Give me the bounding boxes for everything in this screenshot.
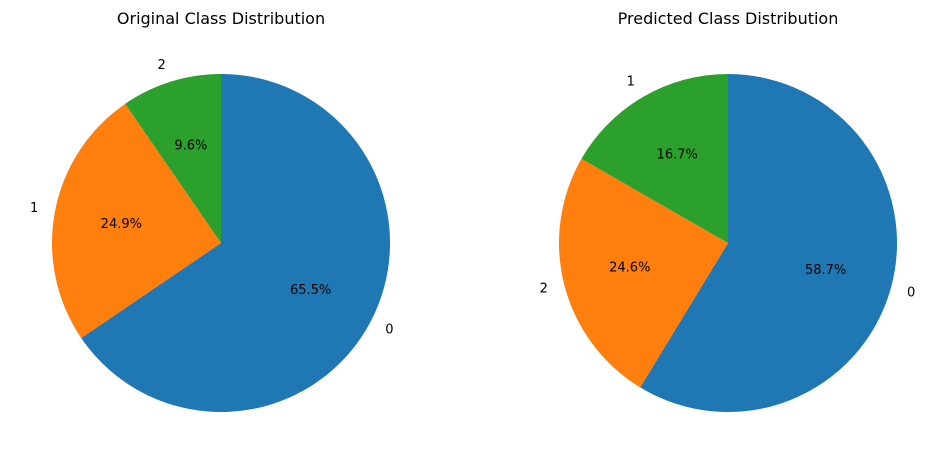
slice-label: 2 bbox=[157, 58, 165, 73]
slice-label: 1 bbox=[627, 75, 635, 90]
pct-label: 65.5% bbox=[290, 283, 331, 298]
pie-chart-predicted: Predicted Class Distribution 58.7% 0 24.6%… bbox=[540, 9, 916, 412]
pct-label: 58.7% bbox=[805, 263, 846, 278]
pie-slice-1 bbox=[51, 103, 221, 338]
pct-label: 24.9% bbox=[101, 217, 142, 232]
slice-label: 1 bbox=[30, 201, 38, 216]
pie-chart-original: Original Class Distribution 65.5% 0 24.9% 1… bbox=[30, 9, 394, 412]
chart-title: Predicted Class Distribution bbox=[618, 9, 839, 28]
pct-label: 9.6% bbox=[174, 139, 207, 154]
pie-slice-0 bbox=[640, 74, 898, 412]
pie-labels: 65.5% 0 24.9% 1 9.6% 2 bbox=[30, 58, 394, 337]
slice-label: 0 bbox=[385, 322, 393, 337]
pie-slices bbox=[559, 74, 898, 412]
pie-slices bbox=[51, 73, 390, 412]
pie-slice-2 bbox=[125, 73, 221, 243]
pie-slice-0 bbox=[81, 74, 390, 412]
pie-slice-1 bbox=[581, 74, 728, 243]
pie-labels: 58.7% 0 24.6% 2 16.7% 1 bbox=[540, 75, 916, 301]
pie-slice-2 bbox=[559, 158, 728, 388]
pct-label: 16.7% bbox=[657, 148, 698, 163]
slice-label: 2 bbox=[540, 282, 548, 297]
chart-title: Original Class Distribution bbox=[117, 9, 325, 28]
pct-label: 24.6% bbox=[609, 261, 650, 276]
slice-label: 0 bbox=[907, 286, 915, 301]
